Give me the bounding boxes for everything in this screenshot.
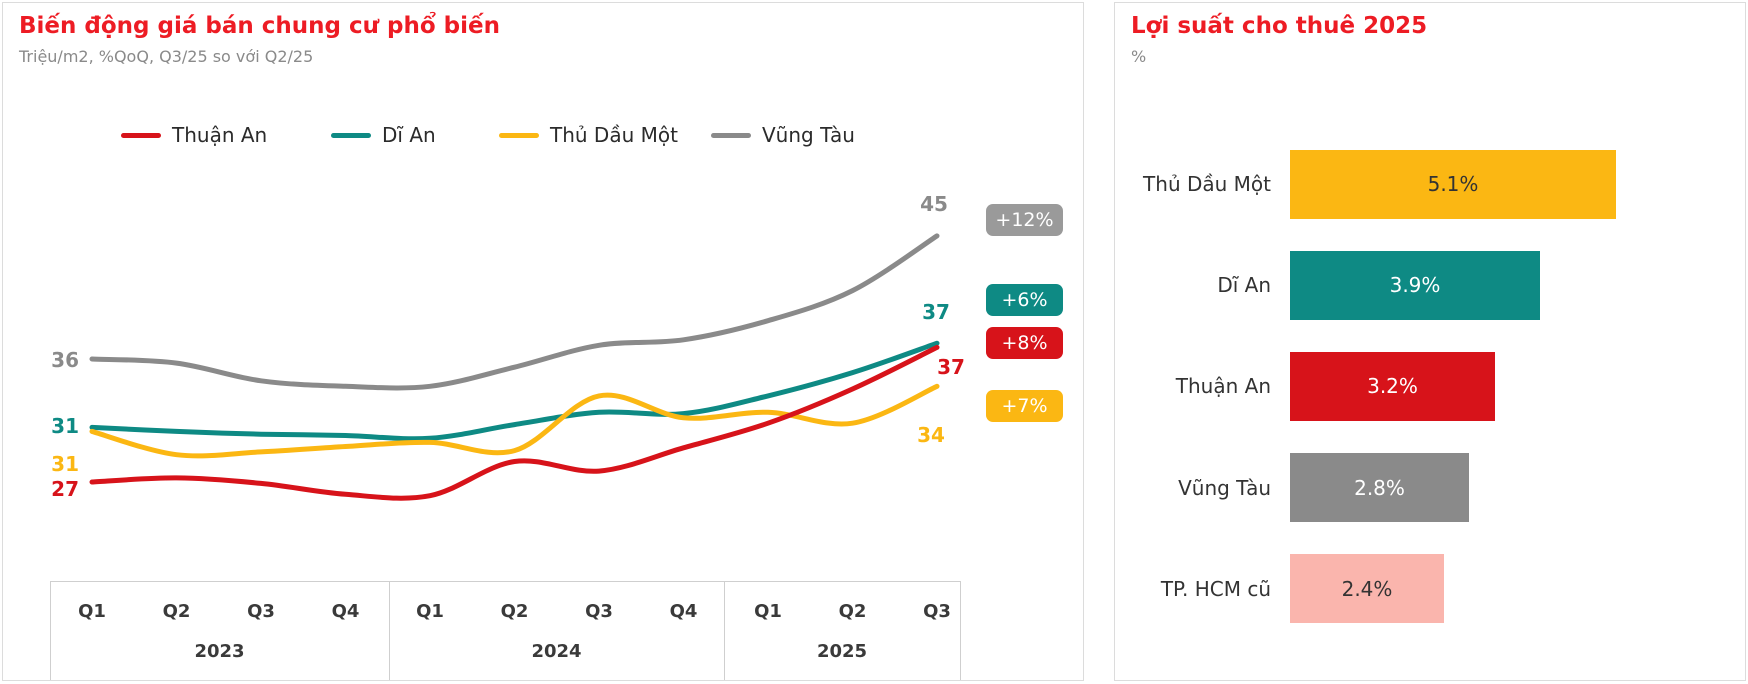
axis-tick-label: Q4 <box>669 601 698 622</box>
change-badge: +7% <box>986 390 1063 422</box>
legend-swatch-icon <box>121 132 161 138</box>
legend-label: Thủ Dầu Một <box>550 123 678 147</box>
series-end-value: 45 <box>920 192 948 216</box>
axis-tick-label: Q1 <box>416 601 444 622</box>
axis-year-label: 2025 <box>816 641 868 662</box>
legend-swatch-icon <box>499 132 539 138</box>
legend-label: Dĩ An <box>382 123 436 147</box>
series-end-value: 37 <box>922 300 950 324</box>
axis-tick-label: Q1 <box>78 601 106 622</box>
series-end-value: 34 <box>917 423 945 447</box>
price-trend-chart-card: Biến động giá bán chung cư phổ biến Triệ… <box>2 2 1084 681</box>
line-chart-canvas <box>89 233 940 501</box>
legend-label: Thuận An <box>172 123 268 147</box>
axis-tick-label: Q3 <box>923 601 951 622</box>
axis-tick-label: Q2 <box>500 601 529 622</box>
axis-top-border <box>50 581 961 582</box>
bar: 3.9% <box>1290 250 1540 320</box>
bar: 2.4% <box>1290 554 1444 624</box>
legend-item-3: Thủ Dầu Một <box>499 121 678 149</box>
legend-item-2: Dĩ An <box>331 121 436 149</box>
yield-chart-subtitle: % <box>1131 47 1147 66</box>
legend-item-4: Vũng Tàu <box>711 121 855 149</box>
legend-swatch-icon <box>331 132 371 138</box>
legend: Thuận An Dĩ An Thủ Dầu Một Vũng Tàu <box>3 121 1083 149</box>
axis-divider <box>389 581 390 680</box>
axis-tick-label: Q3 <box>585 601 613 622</box>
series-line-1 <box>89 340 940 442</box>
series-end-value: 37 <box>937 355 965 379</box>
bar-row-label: Thuận An <box>1175 374 1271 399</box>
axis-tick-label: Q4 <box>331 601 360 622</box>
bar-row-label: TP. HCM cũ <box>1160 576 1271 601</box>
series-start-value: 31 <box>51 414 79 438</box>
price-chart-subtitle: Triệu/m2, %QoQ, Q3/25 so với Q2/25 <box>19 47 314 66</box>
axis-divider <box>50 581 51 680</box>
series-start-value: 27 <box>51 477 79 501</box>
axis-year-label: 2023 <box>194 641 245 662</box>
legend-label: Vũng Tàu <box>762 123 855 147</box>
yield-chart-title: Lợi suất cho thuê 2025 <box>1131 13 1428 39</box>
bar-row-label: Vũng Tàu <box>1178 475 1271 500</box>
axis-year-label: 2024 <box>531 641 582 662</box>
bar-row-label: Dĩ An <box>1217 273 1271 298</box>
change-badge: +8% <box>986 327 1063 359</box>
series-line-2 <box>89 383 940 459</box>
bar: 2.8% <box>1290 453 1469 523</box>
legend-swatch-icon <box>711 132 751 138</box>
axis-tick-label: Q2 <box>838 601 867 622</box>
series-start-value: 36 <box>51 348 79 372</box>
bar: 3.2% <box>1290 351 1495 421</box>
bar: 5.1% <box>1290 149 1616 219</box>
price-chart-title: Biến động giá bán chung cư phổ biến <box>19 13 500 39</box>
axis-divider <box>724 581 725 680</box>
series-line-3 <box>89 233 940 391</box>
bar-row-label: Thủ Dầu Một <box>1143 172 1271 196</box>
series-start-value: 31 <box>51 452 79 476</box>
rental-yield-chart-card: Lợi suất cho thuê 2025 % Thủ Dầu Một 5.1%… <box>1114 2 1746 681</box>
change-badge: +6% <box>986 284 1063 316</box>
legend-item-1: Thuận An <box>121 121 267 149</box>
change-badge: +12% <box>986 204 1063 236</box>
axis-tick-label: Q2 <box>162 601 191 622</box>
axis-divider <box>960 581 961 680</box>
axis-tick-label: Q3 <box>247 601 275 622</box>
axis-tick-label: Q1 <box>754 601 782 622</box>
series-line-0 <box>89 344 940 501</box>
